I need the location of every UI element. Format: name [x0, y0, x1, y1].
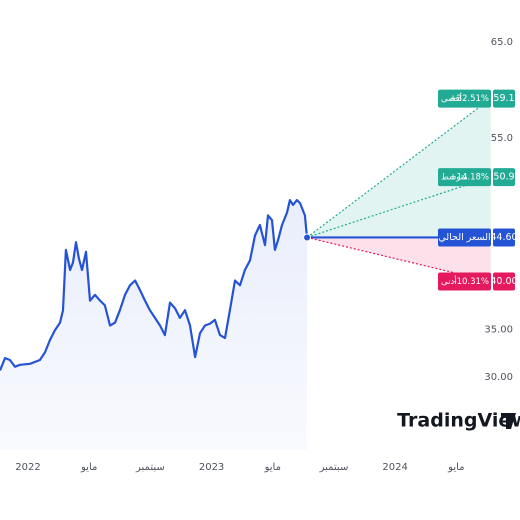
watermark: TradingView — [397, 410, 520, 432]
x-tick-label: مايو — [80, 462, 97, 473]
target-box — [438, 272, 491, 291]
value-label: 50.9 — [493, 172, 514, 183]
target-change: +32.51% — [449, 94, 489, 104]
y-tick-label: 55.0 — [491, 133, 513, 144]
target-name: أقصى — [441, 92, 462, 104]
price-area — [0, 200, 307, 450]
x-tick-label: 2023 — [199, 462, 224, 473]
current-point — [303, 233, 312, 242]
target-name: السعر الحالي — [438, 232, 490, 243]
forecast-line — [306, 176, 491, 239]
target-box — [438, 89, 491, 108]
x-tick-label: مايو — [264, 462, 281, 473]
y-tick-label: 35.00 — [484, 324, 513, 335]
target-name: أدنى — [441, 275, 457, 287]
x-tick-label: 2022 — [15, 462, 40, 473]
value-label: 40.00 — [490, 276, 517, 287]
target-change: -10.31% — [454, 277, 489, 287]
x-tick-label: سبتمبر — [135, 462, 165, 473]
watermark-logo — [501, 413, 516, 429]
target-box — [438, 228, 491, 247]
target-change: +14.18% — [449, 173, 489, 183]
value-label: 44.60 — [490, 232, 517, 243]
target-box — [438, 168, 491, 187]
value-box — [493, 228, 515, 247]
x-tick-label: مايو — [447, 462, 464, 473]
value-box — [493, 89, 515, 108]
target-name: متوسط — [441, 173, 468, 183]
y-tick-label: 65.0 — [491, 37, 513, 48]
y-tick-label: 30.00 — [484, 372, 513, 383]
value-box — [493, 168, 515, 187]
value-box — [493, 272, 515, 291]
x-tick-label: 2024 — [382, 462, 407, 473]
x-tick-label: سبتمبر — [319, 462, 349, 473]
price-line — [0, 199, 309, 371]
value-label: 59.1 — [493, 93, 514, 104]
